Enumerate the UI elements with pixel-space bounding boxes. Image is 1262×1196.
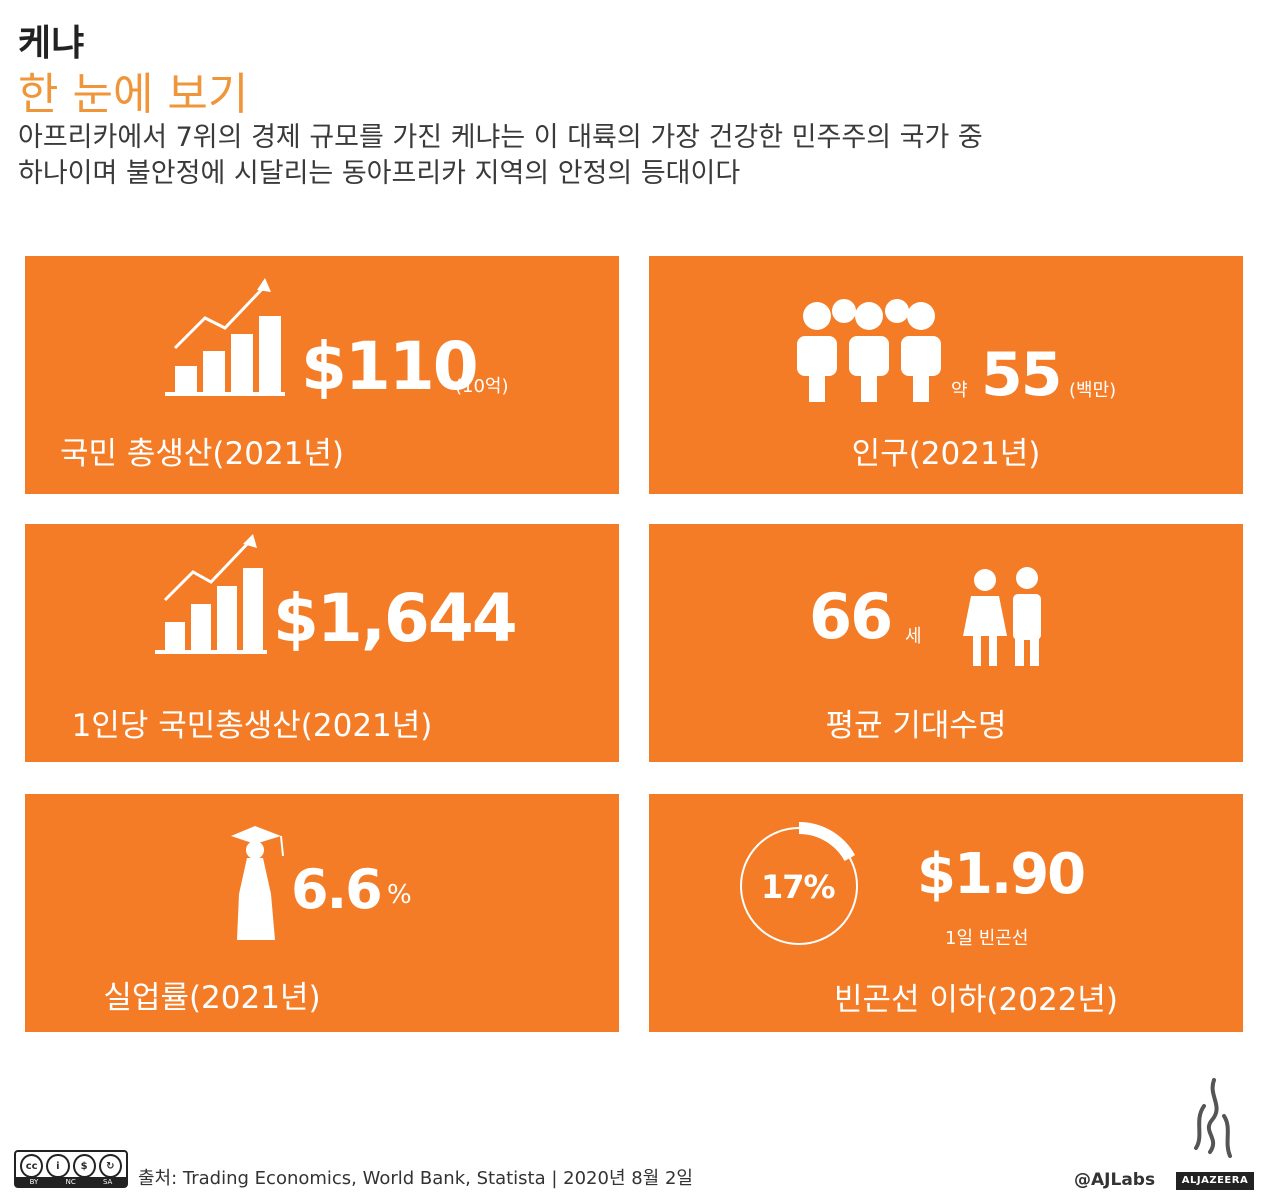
unemployment-label: 실업률(2021년): [103, 980, 321, 1016]
population-value: 55: [981, 340, 1062, 410]
poverty-label: 빈곤선 이하(2022년): [833, 982, 1119, 1018]
by-icon: i: [46, 1154, 70, 1178]
creative-commons-badge: cc i $ ↻ BY NC SA: [14, 1150, 128, 1188]
cc-nc-label: NC: [65, 1177, 76, 1186]
people-icon: [797, 299, 941, 402]
gdp-per-capita-label: 1인당 국민총생산(2021년): [71, 708, 433, 744]
gdp-per-capita-value: $1,644: [273, 580, 518, 657]
cc-icon: cc: [20, 1154, 44, 1178]
life-expectancy-label: 평균 기대수명: [825, 708, 1007, 744]
poverty-line-value: $1.90: [917, 842, 1086, 907]
gdp-value: $110: [301, 328, 479, 405]
gdp-card: $110 (10억) 국민 총생산(2021년): [25, 256, 619, 494]
percentage-ring-arc: [798, 822, 856, 862]
life-expectancy-value: 66: [809, 580, 893, 653]
aljazeera-logo: [1194, 1078, 1232, 1158]
cc-by-label: BY: [29, 1177, 39, 1186]
unemployment-unit: %: [387, 880, 412, 910]
growth-chart-icon: [165, 278, 285, 396]
nc-icon: $: [72, 1154, 96, 1178]
description-line: 아프리카에서 7위의 경제 규모를 가진 케냐는 이 대륙의 가장 건강한 민주…: [18, 122, 983, 153]
gdp-label: 국민 총생산(2021년): [59, 436, 345, 472]
growth-chart-icon: [155, 534, 267, 654]
percentage-ring-icon: [740, 822, 858, 945]
poverty-line-unit: 1일 빈곤선: [945, 928, 1029, 949]
page-description: 아프리카에서 7위의 경제 규모를 가진 케냐는 이 대륙의 가장 건강한 민주…: [18, 120, 1218, 192]
cc-sa-label: SA: [102, 1177, 113, 1186]
page-subtitle: 한 눈에 보기: [18, 69, 249, 120]
graduate-icon: [231, 826, 284, 940]
population-card: 약 55 (백만) 인구(2021년): [649, 256, 1243, 494]
life-expectancy-card: 66 세 평균 기대수명: [649, 524, 1243, 762]
description-line: 하나이며 불안정에 시달리는 동아프리카 지역의 안정의 등대이다: [18, 158, 741, 189]
population-unit: (백만): [1069, 380, 1117, 401]
unemployment-card: 6.6 % 실업률(2021년): [25, 794, 619, 1032]
poverty-ring-value: 17%: [761, 868, 836, 906]
sa-icon: ↻: [98, 1154, 122, 1178]
unemployment-value: 6.6: [291, 858, 383, 921]
ajlabs-credit: @AJLabs: [1074, 1170, 1156, 1190]
country-title: 케냐: [18, 23, 85, 64]
aljazeera-brand: ALJAZEERA: [1176, 1172, 1254, 1190]
source-note: 출처: Trading Economics, World Bank, Stati…: [138, 1168, 693, 1189]
population-prefix: 약: [951, 380, 968, 401]
population-label: 인구(2021년): [851, 436, 1041, 472]
gdp-unit: (10억): [455, 376, 509, 397]
man-woman-icon: [963, 567, 1041, 666]
life-expectancy-unit: 세: [905, 626, 922, 647]
poverty-card: 17% $1.90 1일 빈곤선 빈곤선 이하(2022년): [649, 794, 1243, 1032]
gdp-per-capita-card: $1,644 1인당 국민총생산(2021년): [25, 524, 619, 762]
